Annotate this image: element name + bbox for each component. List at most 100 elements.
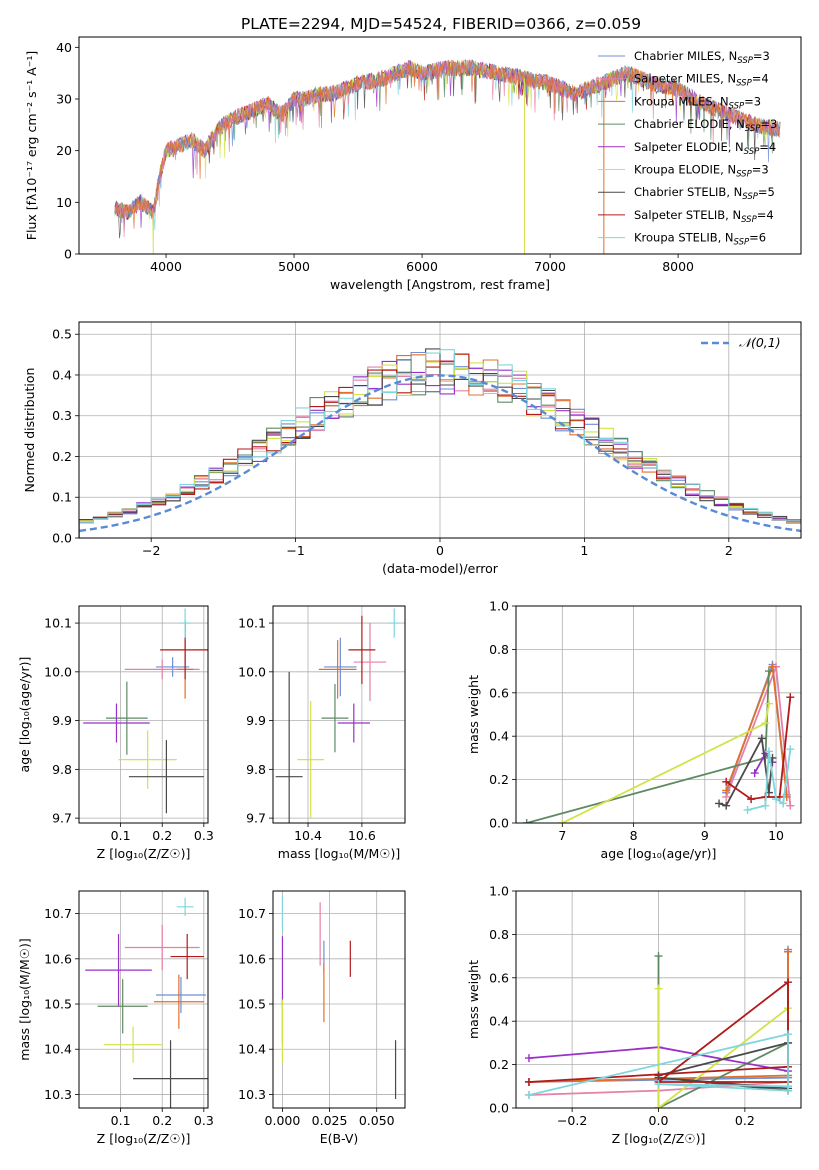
- weight-marker: [761, 719, 770, 728]
- x-tick-label: 0.025: [312, 1113, 348, 1128]
- y-tick-label: 0.0: [52, 531, 72, 546]
- x-tick-label: 10.6: [348, 828, 376, 843]
- weight-marker: [654, 1080, 663, 1089]
- legend-label: Chabrier MILES, NSSP=3: [634, 49, 770, 66]
- y-tick-label: 0.0: [489, 1101, 509, 1116]
- weight-marker: [750, 769, 759, 778]
- spectrum-lines: [114, 58, 781, 254]
- weight-line-3: [526, 671, 770, 823]
- y-axis-label: Flux [fλ10⁻¹⁷ erg cm⁻² s⁻¹ A⁻¹]: [24, 51, 39, 240]
- mass_vs_Z-points: [85, 897, 208, 1108]
- spectrum-frame: [78, 36, 802, 255]
- y-tick-label: 10: [56, 195, 72, 210]
- y-tick-label: 10.7: [44, 906, 72, 921]
- x-tick-label: 0.2: [152, 828, 172, 843]
- y-tick-label: 0.5: [52, 327, 72, 342]
- weight-marker: [558, 819, 567, 823]
- x-tick-label: 0.2: [735, 1113, 755, 1128]
- weight-marker: [522, 819, 531, 823]
- x-tick-label: −1: [286, 543, 304, 558]
- legend-label: Kroupa ELODIE, NSSP=3: [634, 163, 769, 180]
- y-tick-label: 9.7: [52, 811, 72, 826]
- y-tick-label: 10.3: [238, 1087, 266, 1102]
- y-tick-label: 0.6: [489, 970, 509, 985]
- weight-marker: [768, 662, 777, 671]
- x-axis-label: Z [log₁₀(Z/Z☉)]: [97, 846, 191, 861]
- age_vs_mass-frame: [272, 605, 406, 824]
- y-tick-label: 0.4: [489, 729, 509, 744]
- weight-marker: [743, 805, 752, 814]
- y-tick-label: 0: [64, 247, 72, 262]
- normal-curve: [79, 374, 801, 533]
- x-tick-label: 6000: [406, 259, 438, 274]
- histogram-8: [79, 349, 801, 538]
- weight-marker: [524, 1090, 533, 1099]
- weight-marker: [654, 984, 663, 993]
- weight-marker: [654, 1104, 663, 1108]
- y-tick-label: 0.2: [52, 449, 72, 464]
- age_vs_mass-points: [275, 608, 400, 823]
- y-tick-label: 40: [56, 40, 72, 55]
- weight-marker: [722, 786, 731, 795]
- x-tick-label: 0.1: [111, 1113, 131, 1128]
- age_vs_Z-points: [83, 608, 208, 814]
- spectrum-axes: 4000 5000 6000 7000 8000 0 10 20 30 40 wavelength …: [24, 40, 694, 292]
- weight-marker: [784, 1030, 793, 1039]
- y-tick-label: 0.2: [489, 772, 509, 787]
- weight-marker: [784, 947, 793, 956]
- y-tick-label: 10.7: [238, 906, 266, 921]
- weight-marker: [784, 978, 793, 987]
- y-tick-label: 0.6: [489, 685, 509, 700]
- age_vs_mass-axes: 10.4 10.6 9.7 9.8 9.9 10.0 10.1 mass [log₁₀(M/M…: [238, 606, 405, 861]
- y-tick-label: 0.3: [52, 408, 72, 423]
- x-tick-label: 7000: [534, 259, 566, 274]
- x-tick-label: 7: [558, 828, 566, 843]
- y-tick-label: 10.5: [238, 997, 266, 1012]
- mass_vs_EBV-points: [281, 895, 397, 1099]
- residuals-frame: [78, 321, 802, 539]
- y-tick-label: 0.2: [489, 1057, 509, 1072]
- weight-marker: [784, 1082, 793, 1091]
- weight-marker: [786, 801, 795, 810]
- y-tick-label: 1.0: [489, 884, 509, 899]
- mass_vs_EBV-frame: [272, 890, 406, 1109]
- y-axis-label: mass weight: [466, 960, 481, 1039]
- weight-marker: [715, 799, 724, 808]
- x-axis-label: mass [log₁₀(M/M☉)]: [278, 846, 400, 861]
- legend-label: Chabrier STELIB, NSSP=5: [634, 185, 775, 202]
- weight-marker: [764, 699, 773, 708]
- mass_vs_EBV-axes: 0.000 0.025 0.050 10.3 10.4 10.5 10.6 10.7 E(B-V…: [238, 891, 405, 1146]
- x-tick-label: 10: [768, 828, 784, 843]
- y-tick-label: 0.1: [52, 490, 72, 505]
- y-axis-label: mass [log₁₀(M/M☉)]: [17, 938, 32, 1060]
- x-tick-label: 10.4: [294, 828, 322, 843]
- histogram-legend: 𝒩(0,1): [701, 335, 781, 350]
- age_vs_Z-frame: [78, 605, 209, 824]
- y-tick-label: 0.0: [489, 816, 509, 831]
- mass_weight_vs_age-frame: [515, 605, 802, 824]
- y-tick-label: 9.8: [52, 762, 72, 777]
- y-tick-label: 10.0: [238, 664, 266, 679]
- mass_weight_vs_age-series: [522, 660, 795, 823]
- y-tick-label: 10.1: [44, 616, 72, 631]
- y-tick-label: 9.9: [246, 713, 266, 728]
- y-tick-label: 9.9: [52, 713, 72, 728]
- y-tick-label: 10.5: [44, 997, 72, 1012]
- y-tick-label: 9.8: [246, 762, 266, 777]
- x-tick-label: −2: [142, 543, 160, 558]
- x-tick-label: 2: [725, 543, 733, 558]
- spectrum-legend: Chabrier MILES, NSSP=3 Salpeter MILES, NS…: [598, 49, 777, 248]
- y-axis-label: Normed distribution: [22, 368, 37, 493]
- histogram-6: [79, 348, 801, 538]
- x-tick-label: 4000: [150, 259, 182, 274]
- x-tick-label: −0.2: [557, 1113, 587, 1128]
- weight-marker: [764, 747, 773, 756]
- y-tick-label: 1.0: [489, 599, 509, 614]
- y-tick-label: 10.1: [238, 616, 266, 631]
- x-axis-label: Z [log₁₀(Z/Z☉)]: [97, 1131, 191, 1146]
- mass_vs_Z-axes: 0.1 0.2 0.3 10.3 10.4 10.5 10.6 10.7 Z [log₁₀(Z/…: [17, 891, 214, 1146]
- x-tick-label: 0.2: [152, 1113, 172, 1128]
- x-tick-label: 0.3: [194, 828, 214, 843]
- weight-marker: [524, 1077, 533, 1086]
- weight-marker: [524, 1054, 533, 1063]
